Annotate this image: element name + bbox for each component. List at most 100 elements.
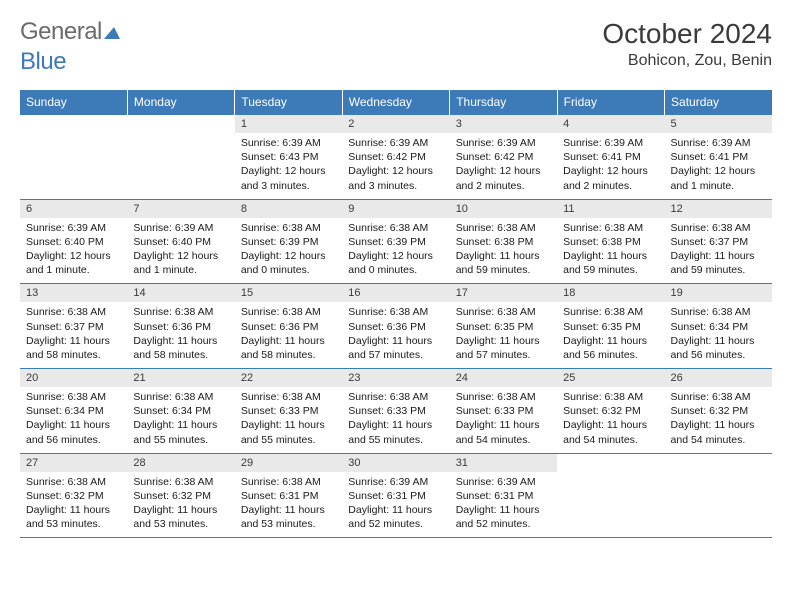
daylight-duration: 11 hours and 59 minutes. — [563, 250, 647, 276]
sunrise-time: 6:39 AM — [497, 137, 536, 149]
day-info-cell: Sunrise: 6:39 AMSunset: 6:40 PMDaylight:… — [127, 218, 234, 284]
week-date-row: 12345 — [20, 115, 772, 134]
date-cell: 13 — [20, 284, 127, 303]
date-cell: 8 — [235, 199, 342, 218]
daylight-line: Daylight: 12 hours and 2 minutes. — [456, 164, 551, 192]
daylight-line: Daylight: 11 hours and 54 minutes. — [456, 418, 551, 446]
sunset-line: Sunset: 6:31 PM — [456, 489, 551, 503]
sunset-time: 6:36 PM — [387, 321, 426, 333]
date-cell: 16 — [342, 284, 449, 303]
sunset-line: Sunset: 6:31 PM — [241, 489, 336, 503]
date-cell: 14 — [127, 284, 234, 303]
day-info-cell: Sunrise: 6:38 AMSunset: 6:31 PMDaylight:… — [235, 472, 342, 538]
page-title: October 2024 — [602, 18, 772, 50]
sunrise-time: 6:39 AM — [67, 222, 106, 234]
daylight-line: Daylight: 11 hours and 53 minutes. — [26, 503, 121, 531]
daylight-line: Daylight: 11 hours and 52 minutes. — [456, 503, 551, 531]
sunrise-line: Sunrise: 6:38 AM — [241, 475, 336, 489]
sunset-time: 6:40 PM — [65, 236, 104, 248]
sunrise-time: 6:38 AM — [605, 306, 644, 318]
sunrise-line: Sunrise: 6:38 AM — [563, 390, 658, 404]
sunrise-time: 6:38 AM — [605, 391, 644, 403]
logo-text: General Blue — [20, 18, 122, 76]
day-header-cell: Thursday — [450, 90, 557, 115]
daylight-line: Daylight: 11 hours and 56 minutes. — [26, 418, 121, 446]
day-info-cell: Sunrise: 6:39 AMSunset: 6:31 PMDaylight:… — [342, 472, 449, 538]
day-header-cell: Tuesday — [235, 90, 342, 115]
sunset-time: 6:42 PM — [387, 151, 426, 163]
day-info-cell: Sunrise: 6:38 AMSunset: 6:32 PMDaylight:… — [665, 387, 772, 453]
daylight-line: Daylight: 11 hours and 58 minutes. — [241, 334, 336, 362]
date-cell: 6 — [20, 199, 127, 218]
date-cell: 23 — [342, 369, 449, 388]
daylight-line: Daylight: 11 hours and 59 minutes. — [563, 249, 658, 277]
header: General Blue October 2024 Bohicon, Zou, … — [20, 18, 772, 76]
sunrise-line: Sunrise: 6:38 AM — [26, 475, 121, 489]
day-info-cell: Sunrise: 6:38 AMSunset: 6:36 PMDaylight:… — [342, 302, 449, 368]
daylight-line: Daylight: 11 hours and 54 minutes. — [671, 418, 766, 446]
day-info-cell: Sunrise: 6:39 AMSunset: 6:41 PMDaylight:… — [665, 133, 772, 199]
sunrise-line: Sunrise: 6:38 AM — [348, 390, 443, 404]
day-info-cell: Sunrise: 6:38 AMSunset: 6:35 PMDaylight:… — [450, 302, 557, 368]
daylight-line: Daylight: 11 hours and 55 minutes. — [348, 418, 443, 446]
week-info-row: Sunrise: 6:39 AMSunset: 6:40 PMDaylight:… — [20, 218, 772, 284]
sunset-time: 6:38 PM — [494, 236, 533, 248]
daylight-duration: 11 hours and 58 minutes. — [133, 335, 217, 361]
date-cell: 28 — [127, 453, 234, 472]
sunrise-time: 6:38 AM — [497, 391, 536, 403]
date-cell: 22 — [235, 369, 342, 388]
day-info-cell: Sunrise: 6:39 AMSunset: 6:43 PMDaylight:… — [235, 133, 342, 199]
daylight-line: Daylight: 11 hours and 58 minutes. — [133, 334, 228, 362]
daylight-line: Daylight: 11 hours and 53 minutes. — [133, 503, 228, 531]
sunset-line: Sunset: 6:34 PM — [133, 404, 228, 418]
logo: General Blue — [20, 18, 122, 76]
day-info-cell: Sunrise: 6:38 AMSunset: 6:38 PMDaylight:… — [450, 218, 557, 284]
daylight-line: Daylight: 11 hours and 58 minutes. — [26, 334, 121, 362]
daylight-line: Daylight: 11 hours and 57 minutes. — [348, 334, 443, 362]
sunset-line: Sunset: 6:36 PM — [241, 320, 336, 334]
day-info-cell: Sunrise: 6:38 AMSunset: 6:36 PMDaylight:… — [127, 302, 234, 368]
day-info-cell — [20, 133, 127, 199]
sunrise-line: Sunrise: 6:38 AM — [456, 221, 551, 235]
sunrise-time: 6:38 AM — [282, 391, 321, 403]
sunset-time: 6:32 PM — [709, 405, 748, 417]
week-date-row: 6789101112 — [20, 199, 772, 218]
day-info-cell — [557, 472, 664, 538]
sunrise-line: Sunrise: 6:38 AM — [456, 305, 551, 319]
day-info-cell: Sunrise: 6:39 AMSunset: 6:41 PMDaylight:… — [557, 133, 664, 199]
sunset-line: Sunset: 6:41 PM — [563, 150, 658, 164]
sunrise-line: Sunrise: 6:38 AM — [671, 221, 766, 235]
sunset-line: Sunset: 6:33 PM — [348, 404, 443, 418]
date-cell: 12 — [665, 199, 772, 218]
calendar-table: SundayMondayTuesdayWednesdayThursdayFrid… — [20, 90, 772, 538]
sunset-time: 6:38 PM — [602, 236, 641, 248]
date-cell: 5 — [665, 115, 772, 134]
date-cell: 1 — [235, 115, 342, 134]
week-info-row: Sunrise: 6:39 AM Sunset: 6:43 PM Daylight:… — [20, 133, 772, 199]
day-info-cell: Sunrise: 6:38 AMSunset: 6:33 PMDaylight:… — [342, 387, 449, 453]
sunrise-time: 6:38 AM — [175, 476, 214, 488]
day-info-cell — [665, 472, 772, 538]
day-header-row: SundayMondayTuesdayWednesdayThursdayFrid… — [20, 90, 772, 115]
date-cell — [20, 115, 127, 134]
week-date-row: 13141516171819 — [20, 284, 772, 303]
daylight-duration: 12 hours and 1 minute. — [671, 165, 756, 191]
daylight-duration: 11 hours and 58 minutes. — [26, 335, 110, 361]
sunset-line: Sunset: 6:34 PM — [671, 320, 766, 334]
sunset-line: Sunset: 6:41 PM — [671, 150, 766, 164]
logo-word-a: General — [20, 18, 102, 45]
sunrise-line: Sunrise: 6:39 AM — [563, 136, 658, 150]
daylight-duration: 12 hours and 2 minutes. — [456, 165, 541, 191]
day-info-cell: Sunrise: 6:39 AMSunset: 6:31 PMDaylight:… — [450, 472, 557, 538]
sunrise-time: 6:38 AM — [67, 476, 106, 488]
sunset-line: Sunset: 6:31 PM — [348, 489, 443, 503]
daylight-duration: 11 hours and 55 minutes. — [348, 419, 432, 445]
sunset-time: 6:39 PM — [279, 236, 318, 248]
daylight-duration: 11 hours and 59 minutes. — [671, 250, 755, 276]
sunset-time: 6:41 PM — [709, 151, 748, 163]
sunset-line: Sunset: 6:43 PM — [241, 150, 336, 164]
date-cell: 21 — [127, 369, 234, 388]
daylight-duration: 12 hours and 1 minute. — [133, 250, 218, 276]
daylight-line: Daylight: 12 hours and 0 minutes. — [241, 249, 336, 277]
day-info-cell: Sunrise: 6:38 AMSunset: 6:34 PMDaylight:… — [665, 302, 772, 368]
